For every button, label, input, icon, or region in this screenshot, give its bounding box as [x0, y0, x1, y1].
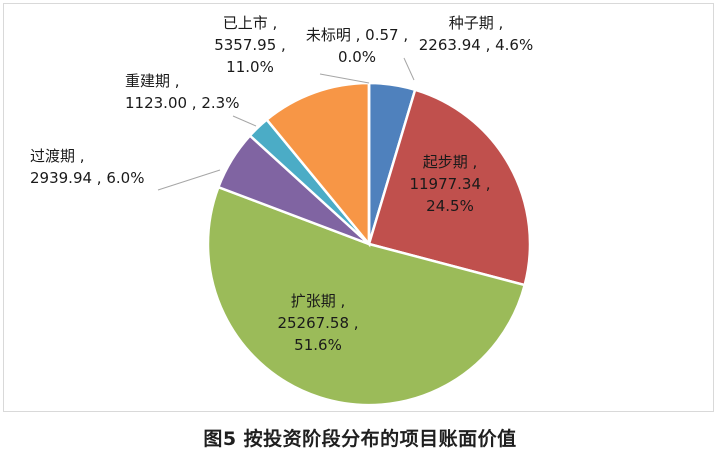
- pie-chart: 种子期 , 2263.94 , 4.6% 起步期 , 11977.34 , 24.5% 扩…: [30, 14, 533, 407]
- data-label: 重建期 , 1123.00 , 2.3%: [125, 72, 239, 112]
- data-label: 过渡期 , 2939.94 , 6.0%: [30, 147, 144, 187]
- pie-slice: [264, 81, 371, 248]
- pie-slice: [367, 88, 532, 287]
- leader-line: [157, 169, 221, 191]
- data-label: 种子期 , 2263.94 , 4.6%: [419, 14, 533, 54]
- data-label: 已上市 , 5357.95 , 11.0%: [214, 14, 286, 76]
- leader-line: [403, 57, 415, 81]
- data-label: 扩张期 , 25267.58 , 51.6%: [277, 292, 358, 354]
- leader-line: [319, 73, 370, 84]
- data-label: 起步期 , 11977.34 , 24.5%: [409, 153, 490, 215]
- pie-slice: [206, 185, 527, 407]
- leader-line: [232, 115, 257, 127]
- data-label: 未标明 , 0.57 , 0.0%: [306, 26, 408, 66]
- figure-caption: 图5 按投资阶段分布的项目账面价值: [203, 428, 517, 450]
